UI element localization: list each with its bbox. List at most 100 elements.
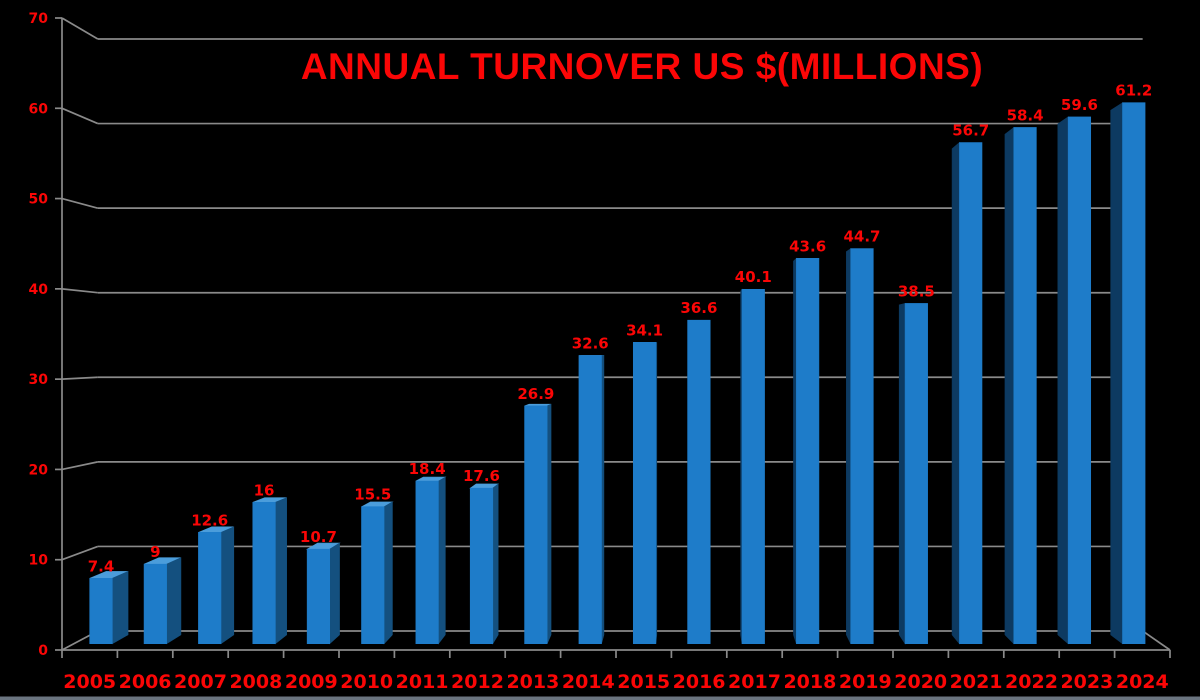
bar-front-face xyxy=(524,405,548,645)
bar-side-face xyxy=(329,542,340,645)
x-tick-label: 2012 xyxy=(451,671,504,693)
x-tick-label: 2006 xyxy=(119,671,172,693)
y-tick-label: 30 xyxy=(29,372,49,388)
bar-2020 xyxy=(898,303,928,645)
bar-2005 xyxy=(89,570,129,645)
gridline-diagonal xyxy=(61,376,98,380)
x-tick-label: 2020 xyxy=(894,671,947,693)
bar-2016 xyxy=(687,319,711,645)
gridline-diagonal xyxy=(61,17,99,40)
bar-2017 xyxy=(740,288,765,645)
bar-side-face xyxy=(546,403,552,644)
bar-value-label: 34.1 xyxy=(626,321,663,339)
bar-value-label: 32.6 xyxy=(572,335,609,353)
bar-front-face xyxy=(198,532,222,645)
bar-value-label: 15.5 xyxy=(354,486,391,504)
x-tick-label: 2022 xyxy=(1005,671,1058,693)
bar-front-face xyxy=(1122,102,1146,645)
bar-2015 xyxy=(632,341,658,645)
chart-title: ANNUAL TURNOVER US $(MILLIONS) xyxy=(301,46,983,87)
bar-2022 xyxy=(1004,126,1037,645)
bar-value-label: 36.6 xyxy=(680,299,717,317)
y-tick-label: 20 xyxy=(29,462,49,478)
bar-value-label: 26.9 xyxy=(517,385,554,403)
y-tick-label: 50 xyxy=(29,192,49,208)
y-tick-label: 60 xyxy=(29,101,49,117)
y-tick-label: 10 xyxy=(29,553,49,569)
x-axis-labels: 2005 2006 2007 2008 2009 2010 2011 2012 2013 2014… xyxy=(63,671,1168,693)
bar-2011 xyxy=(415,476,447,645)
bar-front-face xyxy=(796,258,820,645)
bar-2014 xyxy=(578,355,605,645)
bar-front-face xyxy=(959,142,983,645)
bar-2006 xyxy=(143,557,182,645)
gridline-diagonal xyxy=(61,288,98,294)
bar-front-face xyxy=(850,248,874,645)
bar-2010 xyxy=(361,501,394,645)
bar-value-label: 9 xyxy=(150,543,160,561)
bar-side-face xyxy=(220,526,235,645)
gridline-diagonal xyxy=(61,107,99,125)
bar-front-face xyxy=(687,319,711,645)
bar-side-face xyxy=(898,303,906,645)
x-tick-label: 2011 xyxy=(396,671,449,693)
y-axis-labels: 0 10 20 30 40 50 60 70 xyxy=(29,11,49,659)
bar-value-label: 56.7 xyxy=(952,122,989,140)
value-labels: 7.4 9 12.6 16 10.7 15.5 18.4 17.6 26.9 32.6 34.1 36… xyxy=(88,82,1153,576)
y-tick-label: 0 xyxy=(38,643,48,659)
bar-2008 xyxy=(252,497,287,645)
bar-side-face xyxy=(492,483,499,645)
bar-side-face xyxy=(1004,126,1015,645)
bar-front-face xyxy=(361,506,385,645)
bar-front-face xyxy=(904,303,928,645)
x-tick-label: 2017 xyxy=(728,671,781,693)
gridline-diagonal xyxy=(61,545,99,561)
bars xyxy=(89,102,1146,645)
x-tick-label: 2015 xyxy=(617,671,670,693)
bar-side-face xyxy=(166,557,182,645)
axes xyxy=(61,18,1171,658)
bar-side-face xyxy=(1110,102,1123,645)
x-tick-label: 2008 xyxy=(229,671,282,693)
bar-value-label: 40.1 xyxy=(735,268,772,286)
bar-side-face xyxy=(601,355,605,644)
floor-right-edge xyxy=(1142,630,1171,651)
x-tick-label: 2016 xyxy=(673,671,726,693)
x-tick-label: 2005 xyxy=(63,671,116,693)
bar-front-face xyxy=(306,548,331,645)
y-tick-label: 70 xyxy=(29,11,49,27)
bar-side-face xyxy=(438,476,446,645)
y-tick-label: 40 xyxy=(29,282,49,298)
bar-side-face xyxy=(111,570,129,645)
bar-2009 xyxy=(306,542,341,645)
bar-value-label: 12.6 xyxy=(191,511,228,529)
bar-side-face xyxy=(275,497,287,645)
bar-side-face xyxy=(1057,116,1069,645)
bar-value-label: 44.7 xyxy=(843,228,880,246)
x-tick-label: 2007 xyxy=(174,671,227,693)
bar-value-label: 61.2 xyxy=(1115,82,1152,100)
bar-2013 xyxy=(524,403,552,645)
bar-side-face xyxy=(951,141,960,645)
bar-side-face xyxy=(846,248,852,644)
bar-front-face xyxy=(1013,127,1037,645)
bar-front-face xyxy=(469,487,494,645)
bar-front-face xyxy=(89,578,113,645)
bar-value-label: 59.6 xyxy=(1061,96,1098,114)
bottom-edge-strip xyxy=(0,696,1200,700)
bar-2021 xyxy=(951,141,983,645)
bar-value-label: 43.6 xyxy=(789,237,826,255)
bar-2024 xyxy=(1110,102,1146,645)
bar-front-face xyxy=(632,341,657,645)
bar-2012 xyxy=(469,483,500,645)
x-tick-label: 2019 xyxy=(839,671,892,693)
bar-front-face xyxy=(252,501,276,645)
bar-value-label: 58.4 xyxy=(1007,106,1044,124)
bar-2018 xyxy=(793,257,820,645)
x-tick-label: 2023 xyxy=(1060,671,1113,693)
x-tick-label: 2010 xyxy=(340,671,393,693)
gridline-diagonal xyxy=(61,461,98,471)
bar-2019 xyxy=(846,248,874,645)
